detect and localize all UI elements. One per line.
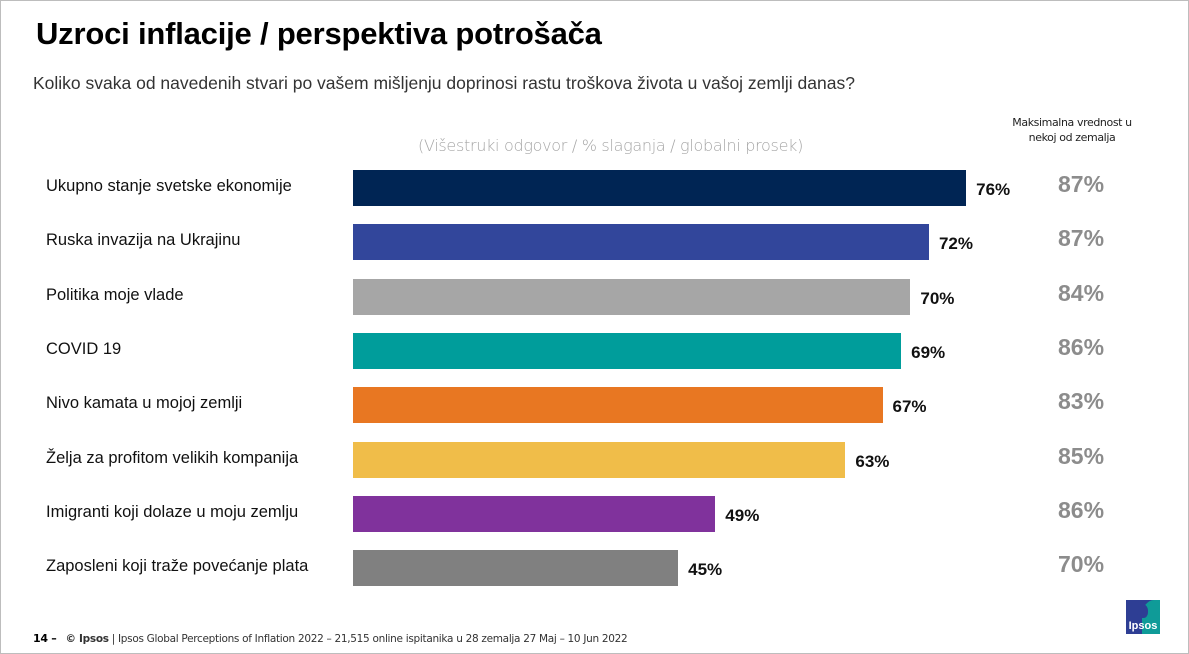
value-label: 76%: [976, 180, 1011, 199]
value-label: 45%: [688, 560, 723, 580]
category-label: Nivo kamata u mojoj zemlji: [46, 394, 243, 413]
value-label: 49%: [725, 505, 760, 525]
logo-head-icon: [1137, 604, 1148, 618]
category-label: COVID 19: [46, 339, 122, 358]
ipsos-logo: Ipsos: [1126, 600, 1160, 634]
bar: [353, 278, 911, 315]
value-label: 70%: [920, 288, 955, 308]
bar: [353, 224, 929, 261]
footer-source: | Ipsos Global Perceptions of Inflation …: [111, 633, 628, 645]
bar: [353, 441, 846, 478]
bar: [353, 332, 902, 369]
max-value-label: 87%: [1058, 171, 1105, 197]
value-label: 72%: [938, 234, 973, 254]
footer: 14 – © Ipsos | Ipsos Global Perceptions …: [33, 632, 628, 645]
category-label: Ruska invazija na Ukrajinu: [46, 231, 241, 250]
max-value-label: 83%: [1058, 388, 1105, 415]
bar: [353, 495, 716, 532]
value-label: 69%: [911, 342, 946, 362]
footer-brand: © Ipsos: [65, 633, 109, 645]
max-value-label: 84%: [1058, 279, 1105, 306]
max-value-label: 86%: [1058, 496, 1105, 523]
slide-title: Uzroci inflacije / perspektiva potrošača: [36, 16, 602, 51]
chart-note: (Višestruki odgovor / % slaganja / globa…: [418, 136, 804, 155]
max-value-label: 85%: [1058, 442, 1105, 469]
max-value-label: 87%: [1058, 225, 1105, 252]
question-subtitle: Koliko svaka od navedenih stvari po vaše…: [33, 73, 855, 93]
max-value-header: Maksimalna vrednost u nekoj od zemalja: [1012, 116, 1132, 144]
bar: [353, 387, 883, 424]
value-label: 67%: [892, 397, 927, 417]
category-label: Zaposleni koji traže povećanje plata: [46, 557, 309, 576]
category-label: Ukupno stanje svetske ekonomije: [46, 177, 292, 195]
page-number: 14 –: [33, 632, 57, 645]
max-value-label: 86%: [1058, 333, 1105, 360]
value-label: 63%: [855, 451, 890, 471]
category-label: Želja za profitom velikih kompanija: [46, 448, 299, 467]
bar: [353, 170, 967, 206]
max-value-label: 70%: [1058, 551, 1105, 578]
category-label: Politika moje vlade: [46, 285, 184, 304]
logo-text: Ipsos: [1128, 620, 1158, 632]
category-label: Imigranti koji dolaze u moju zemlju: [46, 502, 299, 521]
bar: [353, 550, 679, 587]
